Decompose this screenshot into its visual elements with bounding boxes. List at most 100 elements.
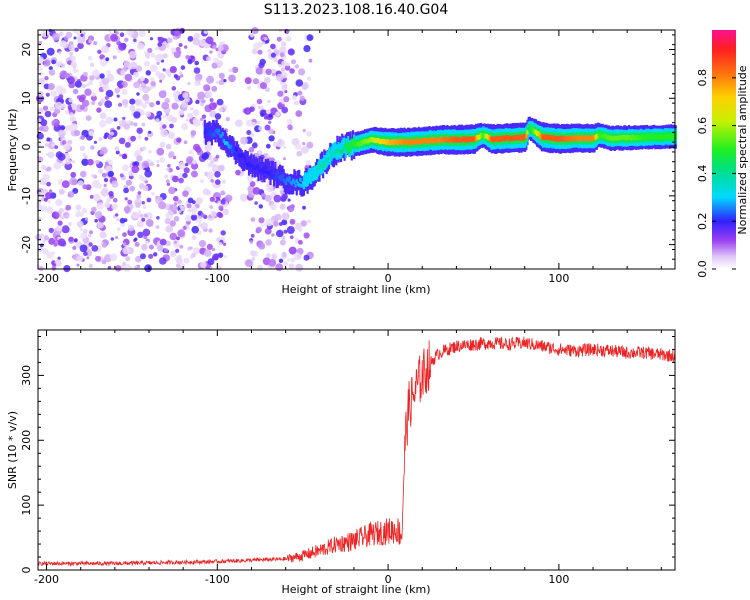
spectrogram-cell: [144, 240, 149, 246]
spectrogram-ridge-cell: [243, 152, 246, 171]
spectrogram-ridge-cell: [420, 138, 423, 144]
spectrogram-cell: [80, 170, 87, 178]
spectrogram-ridge-cell: [251, 164, 254, 168]
spectrogram-cell: [61, 140, 67, 145]
spectrogram-cell: [264, 124, 271, 131]
spectrogram-cell: [67, 76, 75, 85]
spectrogram-ridge-cell: [528, 125, 531, 130]
spectrogram-cell: [114, 265, 122, 272]
spectrogram-cell: [77, 79, 81, 83]
spectrogram-cell: [142, 205, 147, 210]
spectrogram-cell: [156, 147, 165, 156]
spectrogram-cell: [258, 217, 265, 224]
spectrogram-cell: [147, 47, 153, 54]
spectrogram-ridge-cell: [264, 165, 267, 170]
spectrogram-ridge-cell: [328, 155, 331, 160]
colorbar-tick-label: 0.6: [696, 117, 709, 135]
spectrogram-cell: [134, 237, 138, 241]
spectrogram-cell: [268, 135, 275, 142]
spectrogram-cell: [190, 130, 197, 136]
spectrogram-ridge-cell: [508, 136, 511, 142]
spectrogram-cell: [250, 250, 256, 256]
spectrogram-cell: [61, 180, 70, 189]
spectrogram-cell: [112, 55, 117, 60]
spectrogram-cell: [104, 201, 111, 208]
spectrogram-cell: [186, 203, 192, 209]
spectrogram-ridge-cell: [214, 129, 217, 134]
spectrogram-cell: [198, 240, 207, 248]
spectrogram-ridge-cell: [276, 168, 279, 188]
spectrogram-cell: [102, 84, 110, 92]
spectrogram-cell: [105, 70, 111, 76]
spectrogram-ridge-cell: [329, 150, 332, 165]
spectrogram-cell: [223, 242, 227, 246]
spectrogram-cell: [123, 264, 132, 272]
spectrogram-ridge-cell: [461, 136, 465, 142]
spectrogram-cell: [212, 44, 217, 50]
spectrogram-cell: [231, 66, 239, 74]
spectrogram-cell: [69, 51, 73, 56]
spectrogram-ridge-cell: [441, 137, 444, 143]
spectrogram-ridge-cell: [262, 162, 265, 181]
spectrogram-cell: [42, 105, 49, 111]
spectrogram-ridge-cell: [416, 139, 419, 145]
spectrogram-ridge-cell: [233, 140, 236, 160]
spectrogram-ridge-cell: [316, 165, 319, 180]
spectrogram-ridge-cell: [513, 135, 516, 141]
colorbar-tick-label: 0.8: [696, 69, 709, 87]
spectrogram-ridge-cell: [375, 138, 378, 143]
spectrogram-ridge-cell: [320, 165, 323, 170]
spectrogram-cell: [177, 229, 186, 238]
spectrogram-cell: [205, 56, 211, 62]
spectrogram-cell: [54, 101, 63, 110]
spectrogram-ridge-cell: [355, 141, 358, 147]
spectrogram-cell: [191, 235, 197, 240]
spectrogram-ridge-cell: [338, 149, 341, 154]
spectrogram-cell: [124, 197, 128, 201]
spectrogram-ridge-cell: [495, 135, 498, 142]
spectrogram-ridge-cell: [323, 155, 326, 170]
spectrogram-ridge-cell: [294, 183, 297, 188]
spectrogram-cell: [306, 76, 311, 81]
spectrogram-cell: [252, 42, 260, 50]
spectrogram-cell: [82, 184, 88, 190]
spectrogram-cell: [162, 115, 167, 119]
spectrogram-ridge-cell: [286, 173, 289, 193]
spectrogram-cell: [171, 102, 179, 110]
spectrogram-cell: [115, 217, 120, 222]
spectrogram-cell: [101, 259, 107, 265]
spectrogram-cell: [100, 188, 109, 197]
spectrogram-ridge-cell: [410, 139, 413, 145]
spectrogram-cell: [91, 92, 97, 97]
spectrogram-ridge-cell: [613, 136, 616, 141]
spectrogram-ridge-cell: [243, 154, 246, 158]
spectrogram-cell: [143, 213, 148, 218]
spectrogram-cell: [142, 228, 151, 237]
spectrogram-ridge-cell: [347, 143, 350, 149]
spectrogram-ridge-cell: [357, 142, 361, 147]
spectrogram-cell: [183, 257, 190, 264]
spectrogram-cell: [71, 179, 78, 186]
spectrogram-ridge-cell: [595, 133, 598, 139]
spectrogram-cell: [87, 158, 94, 166]
spectrogram-cell: [77, 42, 84, 50]
spectrogram-cell: [111, 203, 118, 210]
spectrogram-cell: [235, 169, 241, 176]
spectrogram-cell: [138, 30, 146, 38]
spectrogram-ridge-cell: [648, 134, 651, 140]
spectrogram-cell: [216, 80, 220, 84]
spectrogram-ridge-cell: [635, 135, 638, 141]
spectrogram-cell: [209, 205, 214, 210]
spectrogram-cell: [195, 197, 203, 205]
spectrogram-cell: [178, 209, 182, 214]
spectrogram-cell: [306, 141, 314, 149]
spectrogram-cell: [222, 208, 229, 216]
spectrogram-cell: [122, 246, 130, 255]
x-tick-label: 0: [385, 573, 392, 586]
spectrogram-ridge-cell: [411, 139, 414, 146]
spectrogram-cell: [169, 123, 174, 129]
spectrogram-cell: [185, 55, 190, 60]
spectrogram-cell: [148, 130, 152, 134]
spectrogram-ridge-cell: [324, 161, 327, 166]
spectrogram-cells: [35, 27, 314, 273]
